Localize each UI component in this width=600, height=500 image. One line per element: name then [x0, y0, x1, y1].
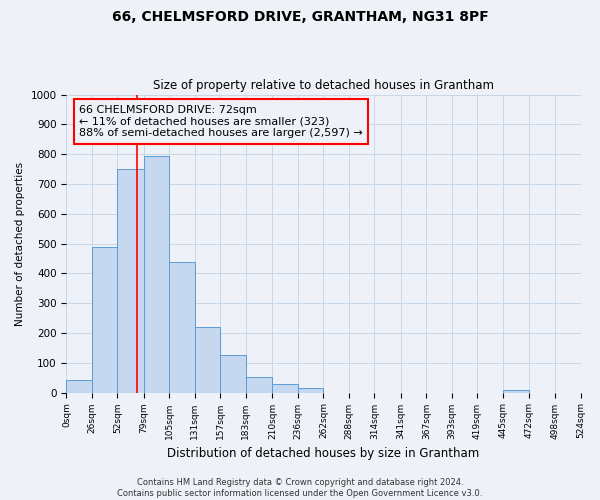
Bar	[92, 248, 118, 392]
Text: Contains HM Land Registry data © Crown copyright and database right 2024.
Contai: Contains HM Land Registry data © Crown c…	[118, 478, 482, 498]
Bar	[169, 262, 195, 392]
Bar	[246, 377, 272, 392]
Bar	[67, 380, 92, 392]
Y-axis label: Number of detached properties: Number of detached properties	[15, 162, 25, 326]
Bar	[503, 390, 529, 392]
Text: 66, CHELMSFORD DRIVE, GRANTHAM, NG31 8PF: 66, CHELMSFORD DRIVE, GRANTHAM, NG31 8PF	[112, 10, 488, 24]
Text: 66 CHELMSFORD DRIVE: 72sqm
← 11% of detached houses are smaller (323)
88% of sem: 66 CHELMSFORD DRIVE: 72sqm ← 11% of deta…	[79, 105, 363, 138]
Bar	[118, 169, 144, 392]
Bar	[144, 156, 169, 392]
Bar	[272, 384, 298, 392]
Bar	[195, 327, 220, 392]
Bar	[298, 388, 323, 392]
X-axis label: Distribution of detached houses by size in Grantham: Distribution of detached houses by size …	[167, 447, 479, 460]
Bar	[220, 356, 246, 393]
Title: Size of property relative to detached houses in Grantham: Size of property relative to detached ho…	[153, 79, 494, 92]
